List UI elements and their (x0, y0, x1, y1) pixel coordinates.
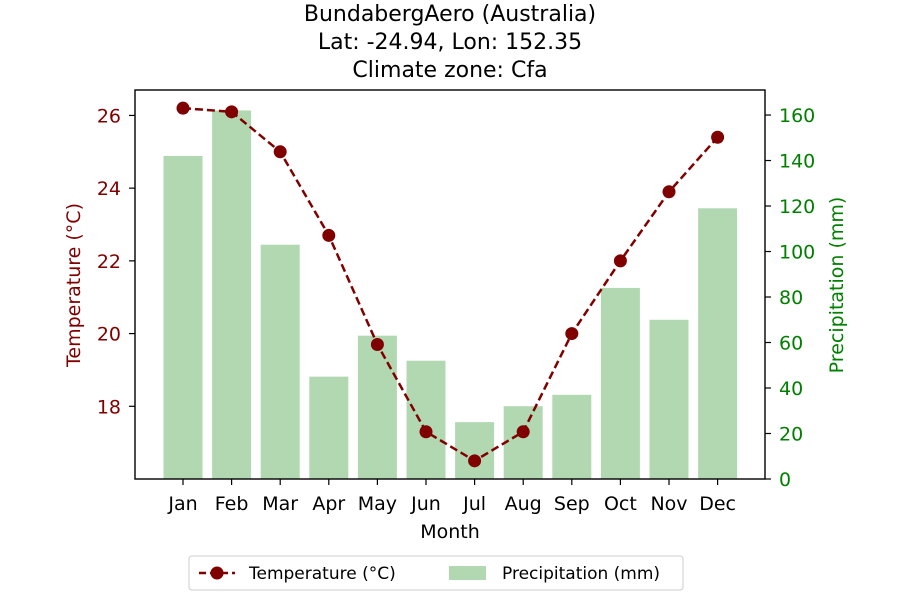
legend-precipitation-label: Precipitation (mm) (502, 564, 660, 584)
temperature-tick-label: 22 (97, 251, 121, 273)
temperature-tick-label: 26 (97, 105, 121, 127)
precipitation-bar-jun (406, 360, 446, 479)
temperature-point-apr (322, 228, 336, 242)
temperature-point-jan (176, 101, 190, 115)
legend: Temperature (°C) Precipitation (mm) (188, 555, 684, 591)
precipitation-tick-label: 80 (779, 287, 803, 309)
legend-precipitation-swatch (449, 566, 486, 580)
precipitation-tick-label: 40 (779, 378, 803, 400)
precipitation-axis: 0 20 40 60 80 100 120 140 160 (765, 105, 815, 491)
x-tick-label: Apr (312, 493, 345, 515)
precipitation-bar-feb (212, 110, 252, 479)
temperature-point-mar (273, 145, 287, 159)
x-tick-label: Jan (167, 493, 197, 515)
x-tick-label: Oct (604, 493, 637, 515)
temperature-line (176, 101, 725, 468)
temperature-series-line (182, 106, 719, 463)
precipitation-bar-aug (503, 406, 543, 479)
legend-frame (188, 555, 684, 591)
temperature-point-may (370, 337, 384, 351)
precipitation-bar-may (357, 335, 397, 479)
x-tick-label: May (358, 493, 397, 515)
x-tick-label: Jun (410, 493, 441, 515)
precipitation-tick-label: 140 (779, 151, 815, 173)
temperature-tick-label: 24 (97, 178, 121, 200)
precipitation-tick-label: 100 (779, 242, 815, 264)
precipitation-tick-label: 20 (779, 424, 803, 446)
title-line-station: BundabergAero (Australia) (304, 2, 596, 27)
precipitation-bar-apr (309, 376, 349, 479)
x-tick-label: Jul (462, 493, 486, 515)
precipitation-bar-dec (698, 208, 738, 479)
precipitation-tick-label: 120 (779, 196, 815, 218)
temperature-point-jun (419, 425, 433, 439)
temperature-axis: 18 20 22 24 26 (97, 105, 135, 418)
precipitation-bar-mar (260, 244, 300, 479)
x-tick-label: Mar (262, 493, 298, 515)
precipitation-tick-label: 0 (779, 469, 791, 491)
plot-frame (134, 89, 766, 480)
legend-temperature-marker (210, 566, 224, 580)
precipitation-bar-sep (552, 394, 592, 479)
precipitation-axis-label: Precipitation (mm) (826, 197, 848, 374)
x-tick-label: Aug (505, 493, 542, 515)
legend-temperature-label: Temperature (°C) (248, 564, 396, 584)
title-line-coordinates: Lat: -24.94, Lon: 152.35 (318, 30, 582, 55)
chart-title: BundabergAero (Australia) Lat: -24.94, L… (304, 2, 596, 83)
temperature-point-feb (225, 105, 239, 119)
x-tick-label: Feb (215, 493, 249, 515)
precipitation-bar-jan (163, 155, 203, 479)
temperature-point-jul (468, 454, 482, 468)
precipitation-bar-oct (600, 287, 640, 479)
precipitation-tick-label: 60 (779, 333, 803, 355)
x-tick-label: Dec (699, 493, 736, 515)
temperature-point-aug (516, 425, 530, 439)
temperature-tick-label: 20 (97, 324, 121, 346)
temperature-tick-label: 18 (97, 396, 121, 418)
precipitation-bar-jul (455, 422, 495, 479)
temperature-point-nov (662, 185, 676, 199)
x-axis: Jan Feb Mar Apr May Jun Jul Aug Sep Oct Nov Dec (167, 479, 736, 515)
temperature-axis-label: Temperature (°C) (63, 203, 85, 368)
x-tick-label: Sep (554, 493, 590, 515)
x-axis-label: Month (420, 521, 480, 543)
precipitation-bar-nov (649, 319, 689, 479)
temperature-point-oct (613, 254, 627, 268)
precipitation-bars (163, 110, 738, 479)
temperature-point-dec (711, 130, 725, 144)
title-line-climate-zone: Climate zone: Cfa (352, 58, 547, 83)
x-tick-label: Nov (650, 493, 687, 515)
temperature-point-sep (565, 327, 579, 341)
precipitation-tick-label: 160 (779, 105, 815, 127)
